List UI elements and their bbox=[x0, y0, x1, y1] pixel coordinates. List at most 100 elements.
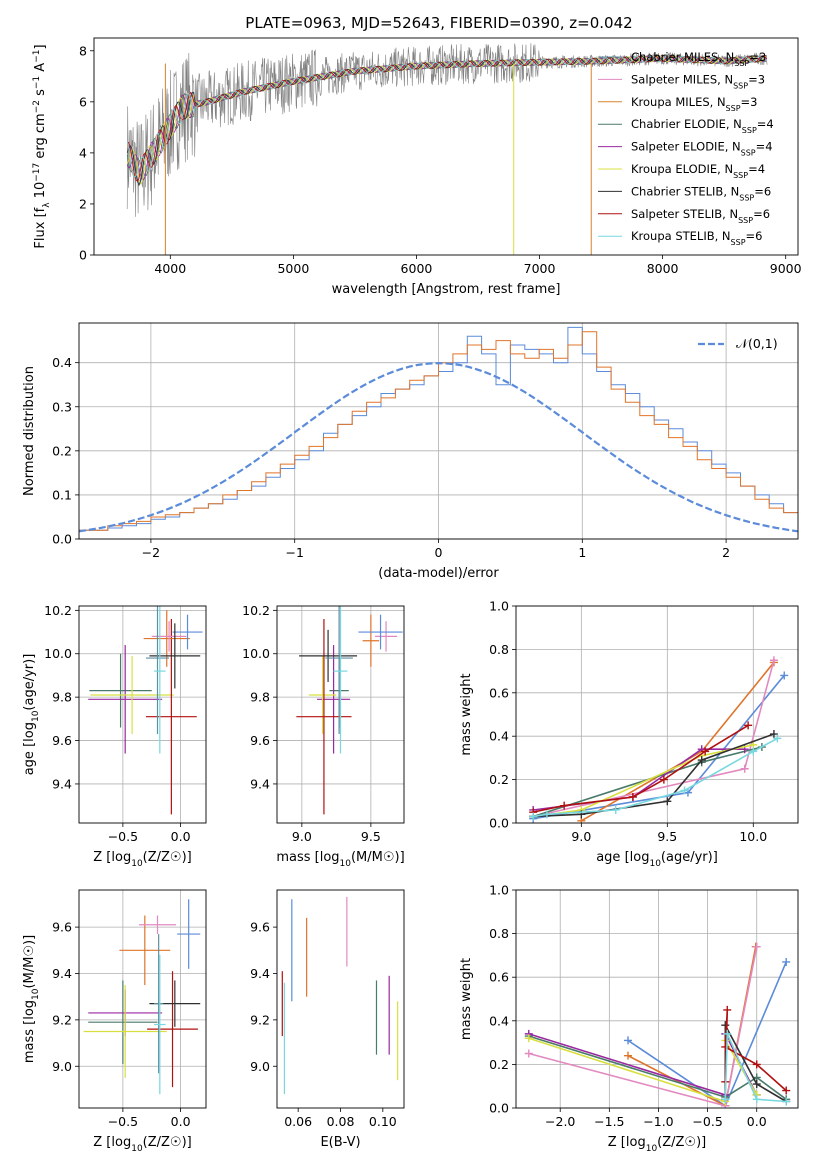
label-part: Z [ bbox=[608, 1135, 626, 1150]
y-tick-label: 0.0 bbox=[52, 532, 72, 547]
label-part: SSP bbox=[734, 59, 749, 68]
label-part: −1 bbox=[32, 50, 42, 63]
label-part: =4 bbox=[757, 117, 774, 131]
x-tick-label: 10.0 bbox=[739, 829, 767, 844]
y-axis-label: mass weight bbox=[459, 958, 474, 1040]
label-part: A bbox=[33, 63, 48, 76]
label-part: wavelength [Angstrom, rest frame] bbox=[332, 282, 561, 297]
label-part: log bbox=[22, 722, 37, 742]
y-tick-label: 0.4 bbox=[489, 729, 509, 744]
y-tick-label: 9.4 bbox=[250, 966, 270, 981]
axes-mass-vs-EBV: 0.06 0.08 0.10 9.0 9.2 9.4 9.6 E(B-V) bbox=[250, 889, 405, 1150]
mass-weight-marker bbox=[524, 1049, 533, 1058]
label-part: age [ bbox=[22, 742, 37, 775]
y-tick-label: 0.8 bbox=[489, 926, 509, 941]
label-part: Kroupa MILES, N bbox=[631, 95, 726, 109]
label-part: (data-model)/error bbox=[378, 566, 499, 581]
x-tick-label: 2 bbox=[722, 545, 730, 560]
label-part: 10 bbox=[31, 710, 41, 722]
y-tick-label: 9.6 bbox=[250, 733, 270, 748]
y-tick-label: 0.1 bbox=[52, 487, 72, 502]
label-part: (Z/Z☉)] bbox=[143, 850, 192, 865]
model-spectrum-line bbox=[126, 55, 767, 179]
legend-label: Kroupa STELIB, NSSP=6 bbox=[631, 229, 762, 247]
y-tick-label: 10.2 bbox=[242, 603, 270, 618]
x-tick-label: 5000 bbox=[277, 261, 309, 276]
legend-label: Salpeter STELIB, NSSP=6 bbox=[631, 207, 770, 225]
label-part: Z [ bbox=[93, 850, 111, 865]
y-tick-label: 9.0 bbox=[52, 1059, 72, 1074]
label-part: SSP bbox=[742, 126, 757, 135]
x-tick-label: −2 bbox=[142, 545, 160, 560]
axes-weight-vs-Z: −2.0 −1.5 −1.0 −0.5 0.0 0.0 0.2 0.4 0.6 0.8 1.0 Z [… bbox=[459, 883, 799, 1154]
mass-weight-marker bbox=[749, 747, 758, 756]
y-tick-label: 0.6 bbox=[489, 685, 509, 700]
label-part: (M/M☉)] bbox=[351, 850, 405, 865]
y-tick-label: 9.4 bbox=[52, 966, 72, 981]
x-tick-label: 0.0 bbox=[747, 1114, 767, 1129]
x-axis-label: wavelength [Angstrom, rest frame] bbox=[332, 282, 561, 297]
y-tick-label: 9.8 bbox=[52, 690, 72, 705]
label-part: mass [ bbox=[276, 850, 319, 865]
normal-reference-curve bbox=[79, 361, 798, 533]
mass-weight-line bbox=[533, 660, 775, 818]
mass-weight-marker bbox=[701, 747, 710, 756]
label-part: SSP bbox=[739, 193, 754, 202]
mass-weight-marker bbox=[752, 1095, 761, 1104]
x-tick-label: 0.08 bbox=[327, 1114, 355, 1129]
y-tick-label: 9.0 bbox=[250, 1059, 270, 1074]
label-part: =3 bbox=[749, 50, 766, 64]
axes-frame bbox=[276, 889, 405, 1109]
axes-frame bbox=[93, 37, 799, 256]
label-part: =6 bbox=[753, 207, 770, 221]
x-axis-label: mass [log10(M/M☉)] bbox=[276, 850, 404, 869]
x-tick-label: −0.5 bbox=[108, 1114, 138, 1129]
mass-weight-marker bbox=[752, 1060, 761, 1069]
mass-weight-marker bbox=[680, 786, 689, 795]
label-part: 10 bbox=[131, 859, 143, 869]
mass-weight-marker bbox=[542, 810, 551, 819]
legend-label: 𝒩(0,1) bbox=[736, 336, 778, 351]
label-part: (M/M☉)] bbox=[22, 935, 37, 989]
mass-weight-marker bbox=[721, 1042, 730, 1051]
y-tick-label: 0 bbox=[79, 248, 87, 263]
histogram-step-series bbox=[79, 331, 798, 539]
x-tick-label: −1.0 bbox=[643, 1114, 673, 1129]
x-tick-label: 0 bbox=[435, 545, 443, 560]
axes-mass-vs-Z: −0.5 0.09.09.29.49.6Z [log10(Z/Z☉)]mass [… bbox=[22, 889, 207, 1154]
label-part: Flux [f bbox=[33, 207, 48, 248]
plot-area-mass-vs-EBV bbox=[281, 896, 399, 1095]
label-part: −17 bbox=[32, 163, 42, 182]
mass-weight-marker bbox=[628, 792, 637, 801]
model-spectrum-line bbox=[127, 55, 768, 182]
x-tick-label: −2.0 bbox=[545, 1114, 575, 1129]
label-part: 10 bbox=[131, 1144, 143, 1154]
x-tick-label: −1.5 bbox=[594, 1114, 624, 1129]
mass-weight-marker bbox=[721, 1095, 730, 1104]
label-part: Kroupa STELIB, N bbox=[631, 229, 731, 243]
mass-weight-line bbox=[724, 1033, 787, 1103]
label-part: Chabrier MILES, N bbox=[631, 50, 734, 64]
label-part: −2 bbox=[32, 100, 42, 113]
label-part: ] bbox=[33, 44, 48, 49]
x-tick-label: 0.0 bbox=[171, 1114, 191, 1129]
label-part: =6 bbox=[754, 184, 771, 198]
label-part: log bbox=[320, 850, 340, 865]
x-tick-label: −0.5 bbox=[692, 1114, 722, 1129]
axes-spectrum: 4000 5000 6000 7000 8000 9000 0 2 4 6 8 wavelength … bbox=[32, 37, 802, 297]
mass-weight-marker bbox=[624, 1051, 633, 1060]
mass-weight-marker bbox=[721, 1021, 730, 1030]
plot-area-age-vs-mass bbox=[296, 606, 403, 815]
x-tick-label: 9.0 bbox=[571, 829, 591, 844]
label-part: 10 bbox=[33, 182, 48, 203]
y-tick-label: 4 bbox=[79, 145, 87, 160]
y-tick-label: 9.2 bbox=[52, 1012, 72, 1027]
y-tick-label: 10.0 bbox=[242, 646, 270, 661]
x-tick-label: 9.0 bbox=[292, 829, 312, 844]
y-axis-label: Normed distribution bbox=[22, 366, 37, 496]
mass-weight-marker bbox=[752, 942, 761, 951]
mass-weight-marker bbox=[744, 721, 753, 730]
y-tick-label: 9.6 bbox=[52, 733, 72, 748]
mass-weight-marker bbox=[529, 812, 538, 821]
